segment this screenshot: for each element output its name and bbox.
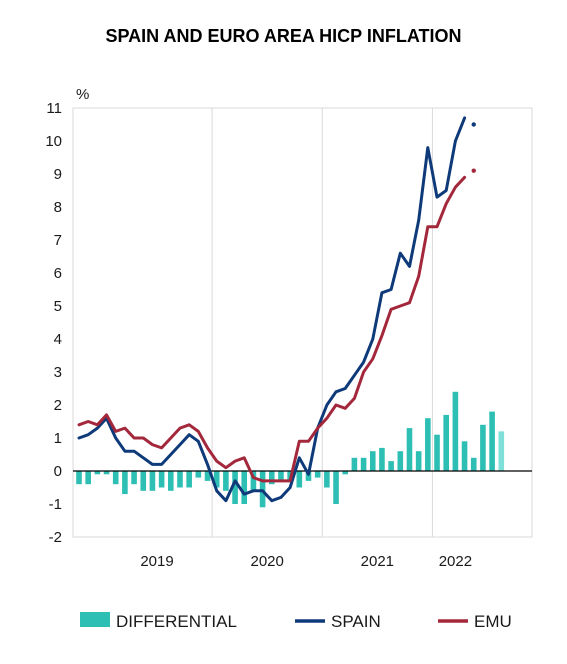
x-axis-ticks: 2019 2020 2021 2022 bbox=[140, 553, 472, 570]
differential-bar bbox=[158, 471, 165, 488]
differential-bar bbox=[342, 471, 349, 475]
differential-bar bbox=[425, 418, 431, 471]
differential-bars bbox=[76, 391, 505, 508]
legend-label-emu: EMU bbox=[474, 612, 512, 631]
differential-bar bbox=[415, 451, 422, 471]
differential-bar bbox=[94, 471, 101, 475]
differential-bar bbox=[480, 424, 486, 471]
differential-bar bbox=[388, 461, 394, 471]
differential-bar bbox=[379, 447, 385, 471]
differential-bar bbox=[296, 471, 303, 488]
differential-bar bbox=[434, 434, 440, 471]
y-tick-label: 6 bbox=[54, 265, 62, 282]
differential-bar bbox=[268, 471, 275, 485]
x-tick-label: 2020 bbox=[251, 553, 284, 570]
differential-bar bbox=[397, 451, 404, 471]
differential-bar bbox=[461, 441, 468, 471]
differential-bar bbox=[360, 457, 367, 471]
differential-bar bbox=[177, 471, 183, 488]
differential-bar bbox=[333, 471, 339, 504]
differential-bar bbox=[369, 451, 376, 471]
differential-bar bbox=[305, 471, 312, 481]
plot-frame bbox=[72, 107, 533, 538]
differential-bar bbox=[76, 471, 82, 485]
legend-swatch-differential bbox=[80, 612, 110, 627]
differential-bar bbox=[204, 471, 211, 481]
differential-bar bbox=[213, 471, 220, 488]
y-tick-label: 3 bbox=[54, 364, 62, 381]
differential-bar bbox=[250, 471, 257, 491]
differential-bar bbox=[195, 471, 202, 478]
x-tick-label: 2019 bbox=[140, 553, 173, 570]
differential-bar bbox=[131, 471, 137, 485]
y-tick-label: 11 bbox=[46, 100, 62, 117]
chart-title: SPAIN AND EURO AREA HICP INFLATION bbox=[105, 26, 462, 46]
legend: DIFFERENTIAL SPAIN EMU bbox=[80, 612, 512, 631]
differential-bar bbox=[149, 471, 156, 491]
emu-line bbox=[77, 175, 467, 483]
x-tick-label: 2022 bbox=[439, 553, 472, 570]
y-tick-label: 10 bbox=[45, 133, 62, 150]
y-tick-label: 9 bbox=[54, 166, 62, 183]
differential-bar bbox=[489, 411, 495, 471]
y-tick-label: 2 bbox=[54, 397, 62, 414]
differential-bar bbox=[259, 471, 266, 508]
y-tick-label: 8 bbox=[54, 199, 62, 216]
differential-bar bbox=[241, 471, 248, 504]
differential-bar bbox=[351, 457, 358, 471]
y-tick-label: 0 bbox=[54, 463, 62, 480]
differential-bar bbox=[470, 457, 477, 471]
y-tick-label: -1 bbox=[49, 496, 62, 513]
y-tick-label: 5 bbox=[54, 298, 62, 315]
differential-bar bbox=[223, 471, 229, 491]
differential-bar bbox=[443, 414, 449, 471]
differential-bar bbox=[278, 471, 284, 481]
differential-bar bbox=[232, 471, 238, 504]
series-lines bbox=[77, 116, 476, 503]
differential-bar bbox=[140, 471, 147, 491]
y-tick-label: 1 bbox=[54, 430, 62, 447]
y-tick-label: 4 bbox=[54, 331, 62, 348]
differential-bar bbox=[406, 428, 413, 471]
spain-last-point bbox=[471, 122, 476, 127]
y-tick-label: -2 bbox=[49, 529, 62, 546]
spain-line bbox=[77, 116, 467, 503]
differential-bar bbox=[168, 471, 174, 491]
differential-bar bbox=[452, 391, 459, 471]
differential-bar bbox=[103, 471, 110, 475]
differential-bar bbox=[314, 471, 321, 478]
differential-bar bbox=[85, 471, 91, 485]
differential-bar bbox=[186, 471, 192, 488]
y-tick-label: 7 bbox=[54, 232, 62, 249]
differential-bar bbox=[498, 431, 505, 471]
legend-label-differential: DIFFERENTIAL bbox=[116, 612, 237, 631]
y-axis-unit-label: % bbox=[76, 86, 89, 103]
emu-last-point bbox=[471, 168, 476, 173]
x-tick-label: 2021 bbox=[361, 553, 394, 570]
differential-bar bbox=[324, 471, 330, 488]
legend-label-spain: SPAIN bbox=[331, 612, 381, 631]
differential-bar bbox=[122, 471, 128, 495]
differential-bar bbox=[112, 471, 119, 485]
